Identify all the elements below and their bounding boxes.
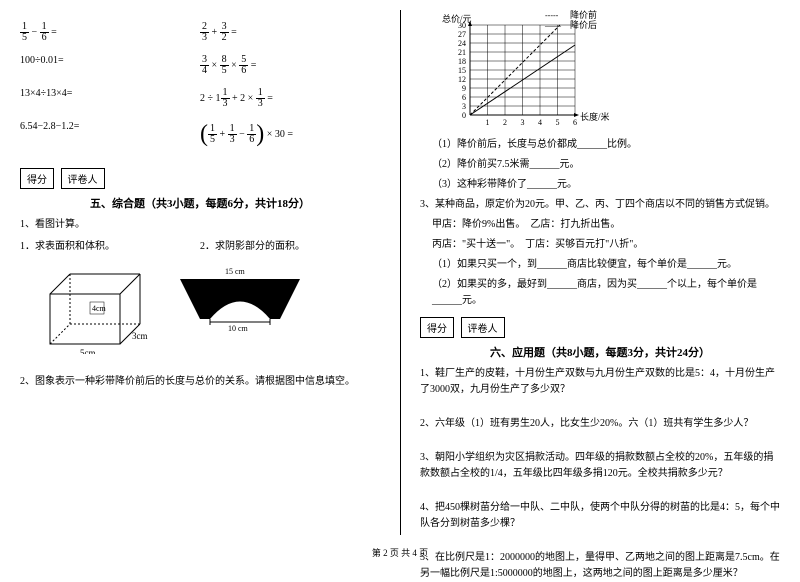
q3-line: （2）如果买的多，最好到______商店，因为买______个以上，每个单价是_… (420, 277, 780, 309)
q1b: 2．求阴影部分的面积。 (200, 237, 380, 252)
svg-text:24: 24 (458, 39, 466, 48)
svg-text:5: 5 (556, 118, 560, 127)
svg-text:21: 21 (458, 48, 466, 57)
svg-text:27: 27 (458, 30, 466, 39)
svg-text:15: 15 (458, 66, 466, 75)
app-question: 3、朝阳小学组织为灾区捐款活动。四年级的捐款数额占全校的20%，五年级的捐款数额… (420, 450, 780, 482)
svg-text:18: 18 (458, 57, 466, 66)
svg-text:6: 6 (573, 118, 577, 127)
equation-item: 15 − 16 = (20, 22, 200, 43)
equations-block: 15 − 16 =23 + 32 =100÷0.01=34 × 85 × 56 … (20, 22, 380, 148)
q1-subs: 1．求表面积和体积。 2．求阴影部分的面积。 (20, 237, 380, 252)
grader-label: 评卷人 (61, 168, 105, 189)
equation-item: 34 × 85 × 56 = (200, 55, 380, 76)
q2-sub-item: （3）这种彩带降价了______元。 (420, 177, 780, 193)
equation-item: 2 ÷ 113 + 2 × 13 = (200, 88, 380, 109)
page-footer: 第 2 页 共 4 页 (0, 546, 800, 559)
q3-line: 甲店：降价9%出售。 乙店：打九折出售。 (420, 217, 780, 233)
q3-line: 丙店："买十送一"。 丁店：买够百元打"八折"。 (420, 237, 780, 253)
equation-item: (15 + 13 − 16) × 30 = (200, 121, 380, 148)
app-question: 4、把450棵树苗分给一中队、二中队，使两个中队分得的树苗的比是4：5，每个中队… (420, 500, 780, 532)
equation-item: 6.54−2.8−1.2= (20, 121, 200, 148)
cube-w: 5cm (80, 348, 96, 354)
price-chart: ----- 降价前 —— 降价后 总价/元 302724211815129630… (440, 10, 640, 130)
chart-container: ----- 降价前 —— 降价后 总价/元 302724211815129630… (440, 10, 780, 133)
app-question: 1、鞋厂生产的皮鞋，十月份生产双数与九月份生产双数的比是5：4，十月份生产了30… (420, 366, 780, 398)
svg-text:3: 3 (462, 102, 466, 111)
svg-text:1: 1 (486, 118, 490, 127)
section5-title: 五、综合题（共3小题，每题6分，共计18分） (20, 195, 380, 211)
score-label-6: 得分 (420, 317, 454, 338)
svg-text:降价前: 降价前 (570, 10, 597, 20)
app-question: 2、六年级（1）班有男生20人，比女生少20%。六（1）班共有学生多少人？ (420, 416, 780, 432)
svg-text:6: 6 (462, 93, 466, 102)
q1a: 1．求表面积和体积。 (20, 237, 200, 252)
section6-header: 得分 评卷人 (420, 317, 780, 338)
svg-text:9: 9 (462, 84, 466, 93)
q2-sub-item: （1）降价前后，长度与总价都成______比例。 (420, 137, 780, 153)
equation-item: 23 + 32 = (200, 22, 380, 43)
section6-title: 六、应用题（共8小题，每题3分，共计24分） (420, 344, 780, 360)
q2: 2、图象表示一种彩带降价前后的长度与总价的关系。请根据图中信息填空。 (20, 374, 380, 390)
q2-sub-item: （2）降价前买7.5米需______元。 (420, 157, 780, 173)
svg-text:-----: ----- (545, 11, 559, 20)
svg-text:0: 0 (462, 111, 466, 120)
q2-subitems: （1）降价前后，长度与总价都成______比例。 （2）降价前买7.5米需____… (420, 137, 780, 193)
right-column: ----- 降价前 —— 降价后 总价/元 302724211815129630… (400, 0, 800, 565)
section5-header: 得分 评卷人 (20, 168, 380, 189)
svg-text:2: 2 (503, 118, 507, 127)
equation-item: 13×4÷13×4= (20, 88, 200, 109)
svg-text:4: 4 (538, 118, 542, 127)
svg-text:3: 3 (521, 118, 525, 127)
cube-h: 4cm (92, 304, 107, 313)
arch-top: 15 cm (225, 267, 246, 276)
svg-text:长度/米: 长度/米 (580, 111, 610, 122)
arch-figure: 15 cm 10 cm (170, 264, 310, 334)
svg-text:总价/元: 总价/元 (442, 13, 472, 24)
q3-lines: 甲店：降价9%出售。 乙店：打九折出售。丙店："买十送一"。 丁店：买够百元打"… (420, 217, 780, 309)
cube-figure: 5cm 3cm 4cm (40, 264, 160, 354)
score-label: 得分 (20, 168, 54, 189)
equation-item: 100÷0.01= (20, 55, 200, 76)
q3: 3、某种商品，原定价为20元。甲、乙、丙、丁四个商店以不同的销售方式促销。 (420, 197, 780, 213)
svg-text:12: 12 (458, 75, 466, 84)
svg-text:30: 30 (458, 21, 466, 30)
grader-label-6: 评卷人 (461, 317, 505, 338)
q3-line: （1）如果只买一个，到______商店比较便宜，每个单价是______元。 (420, 257, 780, 273)
left-column: 15 − 16 =23 + 32 =100÷0.01=34 × 85 × 56 … (0, 0, 400, 565)
arch-bottom: 10 cm (228, 324, 249, 333)
svg-text:降价后: 降价后 (570, 19, 597, 30)
q1: 1、看图计算。 (20, 217, 380, 233)
cube-d: 3cm (132, 331, 148, 341)
